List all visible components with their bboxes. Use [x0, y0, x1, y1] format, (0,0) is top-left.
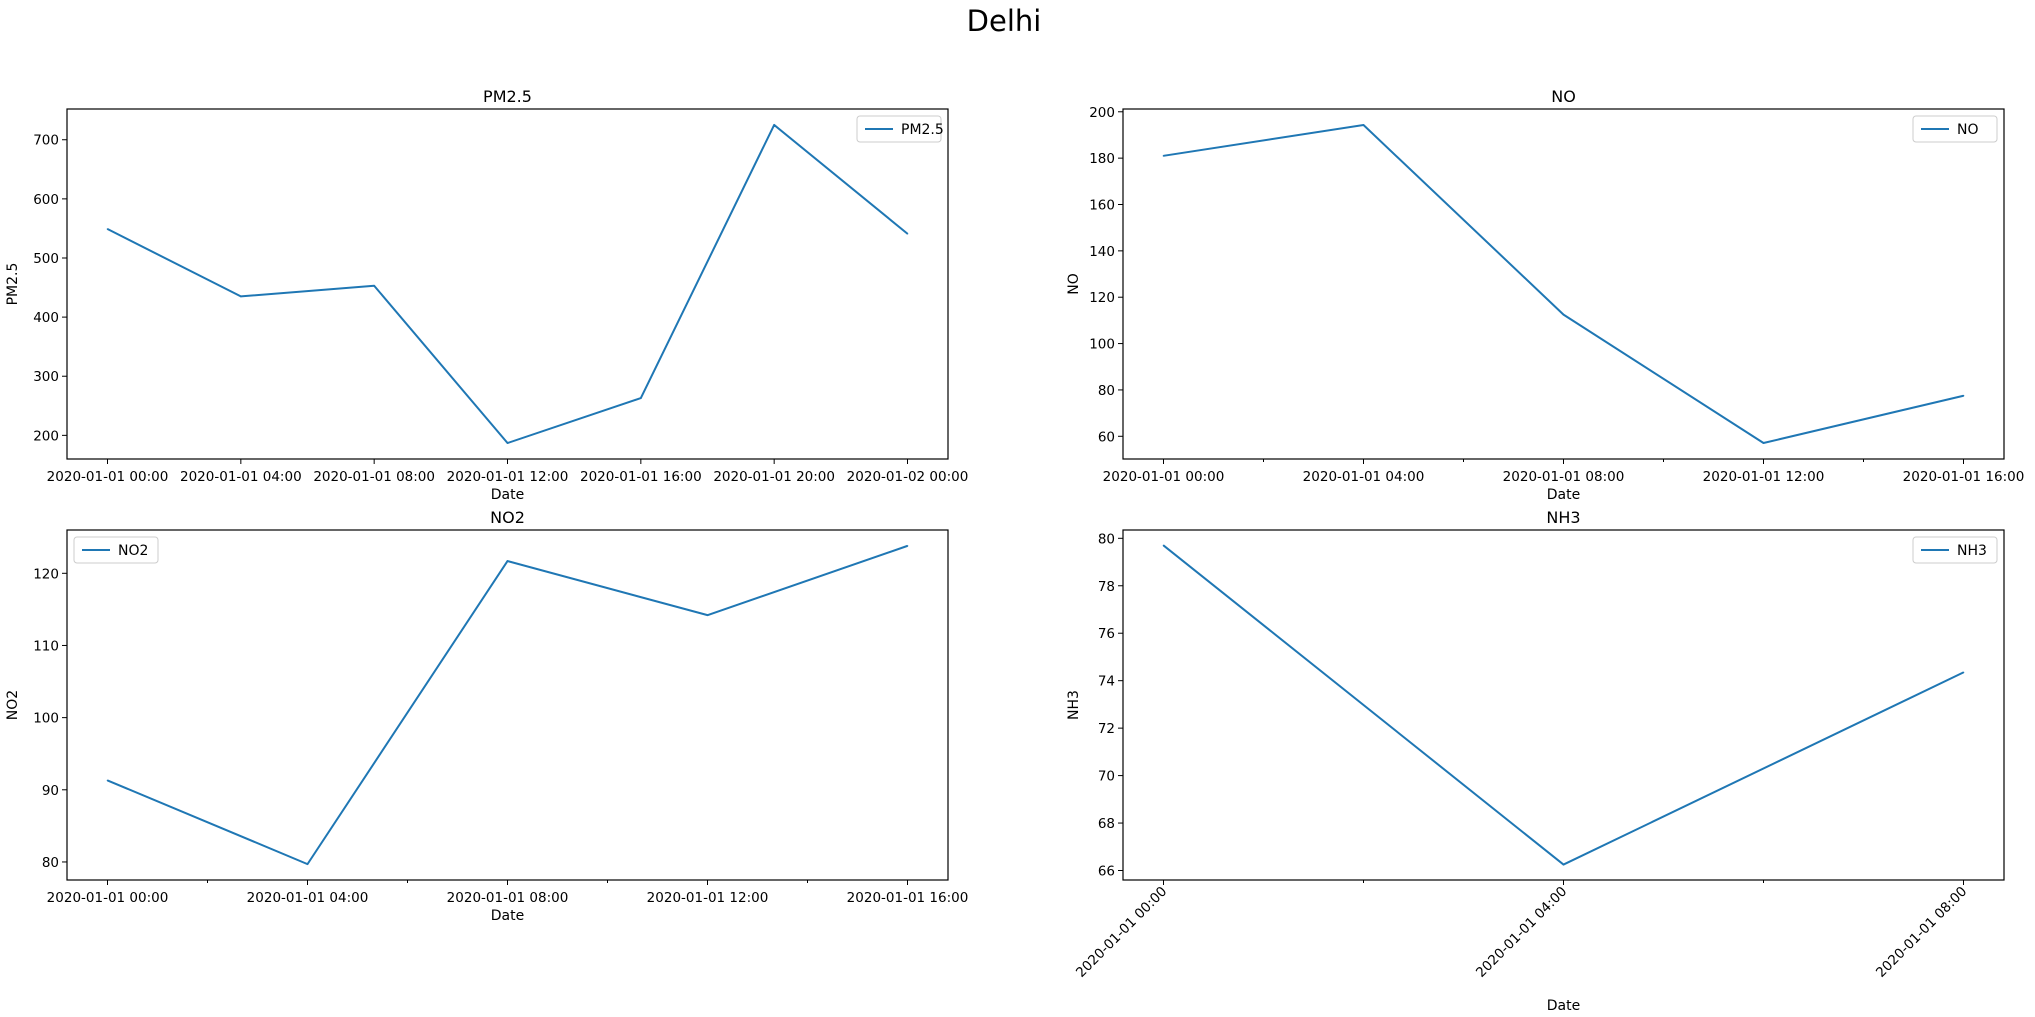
no-xtick-label: 2020-01-01 00:00 — [1103, 469, 1225, 485]
no-axes-frame — [1122, 108, 2005, 460]
no2-data-point — [906, 545, 909, 547]
pm2-5-xtick-label: 2020-01-01 16:00 — [580, 469, 702, 485]
pm2-5-xtick-label: 2020-01-01 20:00 — [713, 469, 835, 485]
no2-ytick-label: 110 — [33, 638, 59, 654]
nh3-xlabel: Date — [1547, 998, 1580, 1014]
pm2-5-xtick-label: 2020-01-02 00:00 — [847, 469, 969, 485]
no2-ylabel: NO2 — [5, 690, 21, 720]
no2-xtick-label: 2020-01-01 12:00 — [647, 890, 769, 906]
pm2-5-ytick-label: 600 — [33, 192, 59, 208]
pm2-5-data-point — [773, 124, 775, 126]
no-ytick-label: 80 — [1098, 383, 1115, 399]
pm2-5-data-point — [106, 228, 109, 230]
pm2-5-legend: PM2.5 — [856, 115, 944, 143]
pm2-5-title: PM2.5 — [483, 87, 532, 106]
no-title: NO — [1551, 87, 1576, 106]
no2-xtick-label: 2020-01-01 08:00 — [447, 890, 569, 906]
nh3-axes-frame — [1122, 529, 2005, 881]
no-xtick-label: 2020-01-01 12:00 — [1703, 469, 1825, 485]
pm2-5-ytick-label: 500 — [33, 251, 59, 267]
nh3-legend: NH3 — [1912, 536, 1998, 564]
nh3-ytick-label: 78 — [1098, 579, 1115, 595]
no-ytick-label: 120 — [1089, 290, 1115, 306]
pm2-5-data-point — [506, 442, 509, 444]
no-legend-label: NO — [1957, 122, 1979, 138]
no-ytick-label: 140 — [1089, 244, 1115, 260]
no-legend: NO — [1912, 115, 1998, 143]
pm2-5-data-point — [240, 295, 242, 298]
no-xlabel: Date — [1547, 487, 1580, 503]
no2-xlabel: Date — [491, 908, 524, 924]
no2-xtick-label: 2020-01-01 00:00 — [47, 890, 169, 906]
pm2-5-ylabel: PM2.5 — [5, 263, 21, 306]
no2-ytick-label: 90 — [42, 783, 59, 799]
nh3-ytick-label: 76 — [1098, 626, 1115, 642]
no2-legend: NO2 — [73, 536, 159, 564]
no2-ytick-label: 80 — [42, 855, 59, 871]
no-data-point — [1362, 124, 1365, 126]
nh3-ytick-label: 74 — [1098, 674, 1115, 690]
nh3-ytick-label: 66 — [1098, 864, 1115, 880]
no-xtick-label: 2020-01-01 08:00 — [1503, 469, 1625, 485]
nh3-legend-box — [1912, 536, 1998, 564]
pm2-5-ytick-label: 200 — [33, 428, 59, 444]
nh3-ytick-label: 68 — [1098, 816, 1115, 832]
no-data-point — [1762, 442, 1765, 444]
no2-data-point — [706, 614, 709, 616]
pm2-5-ytick-label: 300 — [33, 369, 59, 385]
pm2-5-data-point — [640, 397, 642, 399]
no-ytick-label: 100 — [1089, 337, 1115, 353]
no-data-point — [1962, 394, 1965, 397]
pm2-5-xtick-label: 2020-01-01 08:00 — [313, 469, 435, 485]
no2-xtick-label: 2020-01-01 16:00 — [847, 890, 969, 906]
no2-data-point — [106, 779, 109, 782]
pm2-5-legend-label: PM2.5 — [901, 122, 944, 138]
pm2-5-axes-frame — [66, 108, 949, 460]
no-ytick-label: 180 — [1089, 151, 1115, 167]
pm2-5-data-point — [906, 232, 909, 235]
no2-ytick-label: 100 — [33, 711, 59, 727]
no2-axes-frame — [66, 529, 949, 881]
nh3-legend-label: NH3 — [1957, 543, 1987, 559]
nh3-ytick-label: 70 — [1098, 769, 1115, 785]
no-ylabel: NO — [1066, 273, 1082, 295]
no-legend-box — [1912, 115, 1998, 143]
no2-data-point — [306, 863, 309, 865]
chart-no2: NO2 80 90 100 110 120 2020-01-01 00:00 2020-01-… — [5, 508, 968, 924]
chart-no: NO 60 80 100 120 140 160 180 200 2020-01-01 00:00… — [1066, 87, 2024, 503]
no-data-point — [1162, 155, 1165, 157]
nh3-data-point — [1962, 671, 1965, 674]
no2-ytick-label: 120 — [33, 566, 59, 582]
pm2-5-data-point — [373, 284, 375, 287]
nh3-data-point — [1562, 863, 1565, 866]
figure-title: Delhi — [967, 4, 1042, 38]
no2-legend-label: NO2 — [118, 543, 148, 559]
no-ytick-label: 60 — [1098, 429, 1115, 445]
no2-legend-box — [73, 536, 159, 564]
no2-data-point — [506, 560, 509, 562]
pm2-5-ytick-label: 400 — [33, 310, 59, 326]
no-xtick-label: 2020-01-01 16:00 — [1903, 469, 2025, 485]
no-ytick-label: 160 — [1089, 197, 1115, 213]
nh3-ylabel: NH3 — [1066, 690, 1082, 720]
nh3-data-point — [1162, 544, 1165, 547]
nh3-title: NH3 — [1546, 508, 1580, 527]
no2-title: NO2 — [490, 508, 525, 527]
pm2-5-xtick-label: 2020-01-01 00:00 — [47, 469, 169, 485]
nh3-ytick-label: 72 — [1098, 721, 1115, 737]
nh3-ytick-label: 80 — [1098, 531, 1115, 547]
chart-pm25: PM2.5 200 300 400 500 600 700 2020-01-01 00:00 2… — [5, 87, 968, 503]
pm2-5-legend-box — [856, 115, 942, 143]
no2-xtick-label: 2020-01-01 04:00 — [247, 890, 369, 906]
pm2-5-xlabel: Date — [491, 487, 524, 503]
pm2-5-xtick-label: 2020-01-01 04:00 — [180, 469, 302, 485]
no-data-point — [1562, 313, 1565, 316]
pm2-5-xtick-label: 2020-01-01 12:00 — [447, 469, 569, 485]
no-ytick-label: 200 — [1089, 105, 1115, 121]
no-xtick-label: 2020-01-01 04:00 — [1303, 469, 1425, 485]
pm2-5-ytick-label: 700 — [33, 133, 59, 149]
